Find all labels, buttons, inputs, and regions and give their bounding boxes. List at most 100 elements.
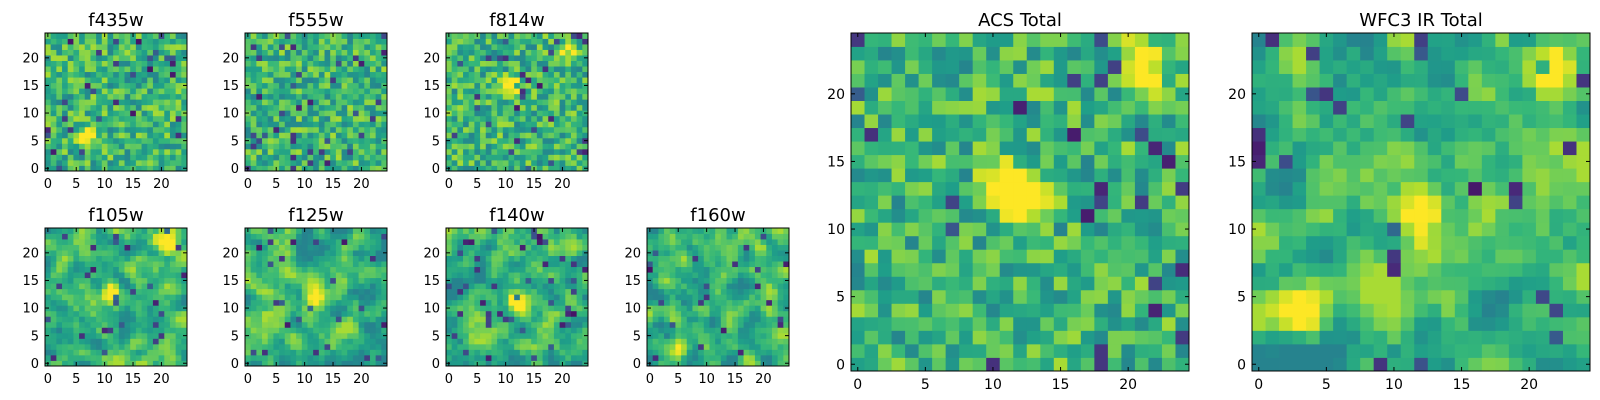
- heatmap-cell: [732, 294, 739, 301]
- heatmap-cell: [531, 321, 538, 328]
- heatmap-cell: [147, 115, 154, 122]
- heatmap-cell: [96, 137, 103, 144]
- heatmap-cell: [446, 159, 453, 166]
- heatmap-cell: [50, 49, 57, 56]
- heatmap-cell: [141, 239, 148, 245]
- heatmap-cell: [141, 148, 148, 155]
- heatmap-cell: [335, 132, 342, 139]
- heatmap-cell: [681, 261, 688, 268]
- heatmap-cell: [681, 255, 688, 262]
- heatmap-cell: [531, 71, 538, 78]
- heatmap-cell: [468, 132, 475, 139]
- heatmap-cell: [62, 261, 69, 268]
- heatmap-cell: [754, 266, 761, 273]
- heatmap-cell: [256, 82, 263, 89]
- heatmap-cell: [1121, 343, 1136, 358]
- heatmap-cell: [56, 294, 63, 301]
- heatmap-cell: [273, 283, 280, 290]
- heatmap-cell: [169, 143, 177, 150]
- heatmap-cell: [986, 154, 1001, 169]
- heatmap-cell: [181, 60, 188, 67]
- heatmap-cell: [175, 250, 182, 256]
- heatmap-cell: [330, 349, 337, 356]
- heatmap-cell: [341, 55, 348, 61]
- heatmap-cell: [565, 77, 572, 84]
- heatmap-cell: [169, 99, 177, 106]
- x-tick-label: 15: [526, 372, 543, 387]
- heatmap-cell: [542, 349, 549, 356]
- heatmap-cell: [107, 310, 114, 317]
- heatmap-cell: [301, 316, 308, 323]
- heatmap-cell: [375, 310, 382, 317]
- heatmap-cell: [777, 338, 784, 345]
- heatmap-cell: [1094, 168, 1109, 183]
- heatmap-cell: [658, 343, 665, 350]
- heatmap-cell: [45, 99, 52, 106]
- heatmap-cell: [358, 49, 365, 56]
- heatmap-cell: [152, 321, 159, 328]
- heatmap-cell: [107, 283, 114, 290]
- heatmap-cell: [737, 288, 744, 295]
- heatmap-cell: [290, 288, 297, 295]
- heatmap-cell: [582, 299, 589, 306]
- heatmap-cell: [50, 299, 57, 306]
- heatmap-cell: [485, 93, 492, 100]
- heatmap-cell: [164, 165, 171, 172]
- heatmap-cell: [932, 154, 947, 169]
- heatmap-cell: [279, 360, 286, 367]
- heatmap-cell: [301, 294, 308, 301]
- heatmap-cell: [113, 137, 120, 144]
- x-tick-label: 20: [353, 372, 370, 387]
- heatmap-cell: [692, 261, 699, 268]
- heatmap-cell: [347, 305, 354, 312]
- heatmap-cell: [381, 294, 388, 301]
- heatmap-cell: [463, 77, 470, 84]
- heatmap-cell: [1094, 343, 1109, 358]
- heatmap-cell: [279, 126, 286, 133]
- heatmap-cell: [864, 316, 879, 331]
- heatmap-cell: [318, 77, 325, 84]
- heatmap-cell: [262, 110, 269, 117]
- heatmap-cell: [101, 132, 108, 139]
- heatmap-cell: [169, 299, 177, 306]
- heatmap-cell: [457, 244, 464, 251]
- heatmap-cell: [945, 195, 960, 210]
- heatmap-cell: [531, 277, 538, 284]
- heatmap-cell: [468, 33, 475, 39]
- heatmap-cell: [692, 360, 699, 367]
- heatmap-cell: [318, 38, 325, 45]
- heatmap-cell: [250, 321, 257, 328]
- heatmap-cell: [284, 33, 291, 39]
- heatmap-cell: [485, 126, 492, 133]
- heatmap-cell: [760, 349, 767, 356]
- heatmap-cell: [525, 343, 532, 350]
- heatmap-cell: [381, 316, 388, 323]
- heatmap-cell: [273, 126, 280, 133]
- heatmap-cell: [542, 121, 549, 128]
- heatmap-cell: [352, 250, 359, 256]
- heatmap-cell: [531, 261, 538, 268]
- heatmap-cell: [737, 272, 744, 279]
- heatmap-cell: [553, 132, 560, 139]
- heatmap-cell: [56, 154, 63, 161]
- heatmap-cell: [582, 316, 589, 323]
- heatmap-cell: [1107, 276, 1122, 291]
- heatmap-cell: [330, 316, 337, 323]
- heatmap-cell: [90, 327, 97, 334]
- heatmap-cell: [519, 143, 526, 150]
- heatmap-cell: [1107, 343, 1122, 358]
- heatmap-cell: [783, 266, 790, 273]
- heatmap-cell: [301, 93, 308, 100]
- heatmap-cell: [681, 294, 688, 301]
- heatmap-cell: [457, 88, 464, 95]
- heatmap-cell: [703, 239, 710, 245]
- heatmap-cell: [878, 208, 892, 223]
- heatmap-cell: [107, 343, 114, 350]
- heatmap-cell: [290, 283, 297, 290]
- heatmap-cell: [754, 349, 761, 356]
- heatmap-cell: [692, 349, 699, 356]
- heatmap-cell: [50, 33, 57, 39]
- heatmap-cell: [664, 244, 671, 251]
- heatmap-cell: [732, 250, 739, 256]
- heatmap-cell: [135, 266, 142, 273]
